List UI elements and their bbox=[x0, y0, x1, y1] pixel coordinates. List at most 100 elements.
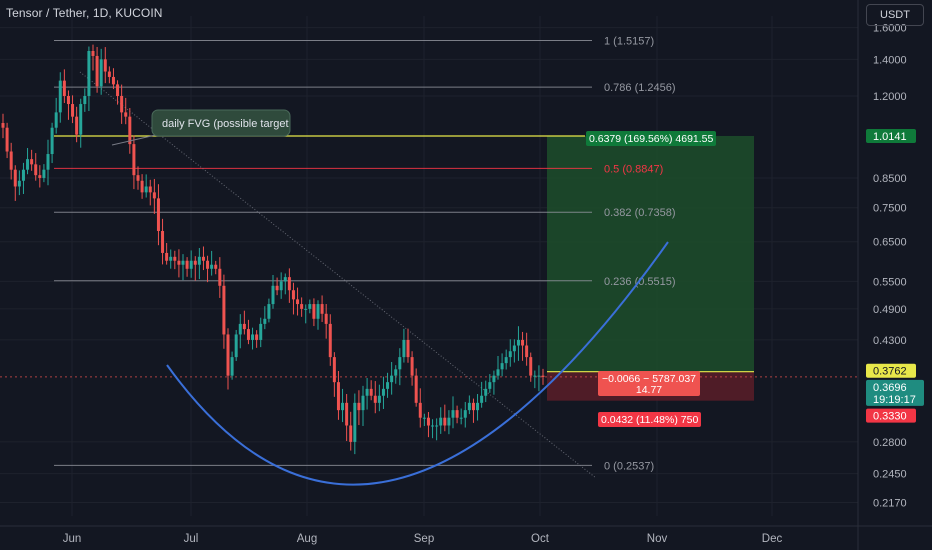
candle-body bbox=[353, 402, 357, 442]
price-axis-tick: 0.7500 bbox=[873, 203, 907, 215]
fib-level-label: 0.382 (0.7358) bbox=[604, 207, 676, 219]
candle-body bbox=[226, 334, 230, 376]
candle-body bbox=[75, 116, 79, 135]
candle-body bbox=[62, 80, 66, 96]
candle-body bbox=[435, 425, 439, 427]
candle-body bbox=[525, 345, 529, 358]
candle-body bbox=[341, 402, 345, 411]
candle-body bbox=[156, 198, 160, 231]
candle-body bbox=[66, 95, 70, 105]
symbol-title[interactable]: Tensor / Tether, 1D, KUCOIN bbox=[6, 6, 163, 20]
price-axis-tick: 0.8500 bbox=[873, 173, 907, 185]
candle-body bbox=[488, 382, 492, 389]
candle-body bbox=[107, 71, 111, 77]
candle-body bbox=[296, 299, 300, 305]
candle-body bbox=[504, 357, 508, 364]
price-axis-tick: 0.4300 bbox=[873, 335, 907, 347]
candle-body bbox=[116, 84, 120, 96]
candle-body bbox=[169, 256, 173, 261]
candle-body bbox=[71, 104, 75, 117]
candle-body bbox=[533, 375, 537, 377]
fib-level-label: 0 (0.2537) bbox=[604, 460, 654, 472]
candle-body bbox=[144, 186, 148, 193]
candle-body bbox=[246, 329, 250, 340]
candle-body bbox=[381, 388, 385, 396]
price-axis-tick: 1.2000 bbox=[873, 91, 907, 103]
candle-body bbox=[255, 334, 259, 340]
stop-label-text: 0.0432 (11.48%) 750 bbox=[601, 414, 698, 426]
price-axis-tick: 0.2450 bbox=[873, 469, 907, 481]
fib-level-label: 1 (1.5157) bbox=[604, 35, 654, 47]
candle-body bbox=[537, 375, 541, 377]
candle-body bbox=[1, 123, 5, 128]
candle-body bbox=[173, 256, 177, 261]
candle-body bbox=[267, 304, 271, 319]
candle-body bbox=[312, 304, 316, 319]
target-price-badge-box bbox=[866, 128, 916, 143]
time-axis-tick: Nov bbox=[647, 533, 668, 545]
candle-body bbox=[34, 164, 38, 176]
candle-body bbox=[177, 260, 181, 265]
candle-body bbox=[214, 264, 218, 269]
candle-body bbox=[54, 112, 58, 128]
candle-body bbox=[103, 59, 107, 72]
candle-body bbox=[140, 180, 144, 193]
candle-body bbox=[316, 304, 320, 319]
position-zones bbox=[547, 135, 754, 401]
target-label-text: 0.6379 (169.56%) 4691.55 bbox=[589, 133, 714, 145]
candle-body bbox=[480, 395, 484, 403]
candle-body bbox=[500, 363, 504, 370]
candle-body bbox=[238, 323, 242, 335]
candle-body bbox=[161, 230, 165, 253]
fibonacci-retracement[interactable]: 1 (1.5157) 0.786 (1.2456) 0.5 (0.8847) 0.38… bbox=[54, 35, 676, 472]
candle-body bbox=[263, 318, 267, 324]
candle-body bbox=[422, 417, 426, 419]
candle-body bbox=[443, 417, 447, 426]
candle-body bbox=[251, 334, 255, 340]
candle-body bbox=[13, 169, 17, 187]
candle-body bbox=[484, 388, 488, 396]
currency-button[interactable]: USDT bbox=[866, 4, 924, 26]
candle-body bbox=[87, 50, 91, 96]
candle-body bbox=[398, 357, 402, 370]
candle-body bbox=[377, 395, 381, 403]
candle-body bbox=[242, 323, 246, 330]
candle-body bbox=[349, 425, 353, 442]
time-axis-tick: Sep bbox=[414, 533, 434, 545]
candle-body bbox=[336, 382, 340, 411]
candle-body bbox=[361, 395, 365, 411]
candle-body bbox=[320, 304, 324, 314]
candle-body bbox=[390, 375, 394, 383]
candle-body bbox=[365, 388, 369, 396]
candle-body bbox=[132, 144, 136, 176]
candle-body bbox=[259, 323, 263, 340]
candle-body bbox=[455, 410, 459, 418]
price-axis-tick: 1.4000 bbox=[873, 54, 907, 66]
rounded-bottom-curve[interactable] bbox=[166, 241, 669, 486]
candle-body bbox=[271, 285, 275, 305]
candle-body bbox=[46, 154, 50, 170]
position-info-box bbox=[598, 371, 700, 396]
candle-body bbox=[521, 339, 525, 346]
time-axis-tick: Jul bbox=[184, 533, 199, 545]
candle-body bbox=[279, 281, 283, 291]
rounded-bottom-curve-path bbox=[166, 241, 669, 486]
candle-body bbox=[210, 264, 214, 269]
time-axis-tick: Jun bbox=[63, 533, 82, 545]
time-axis-tick: Oct bbox=[531, 533, 550, 545]
entry-price-badge-text: 0.3762 bbox=[873, 366, 907, 378]
price-axis-tick: 0.6500 bbox=[873, 237, 907, 249]
candle-body bbox=[447, 417, 451, 426]
candle-body bbox=[185, 260, 189, 269]
candle-body bbox=[124, 112, 128, 117]
candle-body bbox=[275, 285, 279, 291]
candle-body bbox=[283, 277, 287, 282]
candle-body bbox=[50, 127, 54, 155]
candle-body bbox=[414, 375, 418, 403]
candle-body bbox=[197, 256, 201, 265]
candle-body bbox=[111, 76, 115, 85]
candle-body bbox=[402, 339, 406, 358]
entry-price-badge-box bbox=[866, 363, 916, 378]
